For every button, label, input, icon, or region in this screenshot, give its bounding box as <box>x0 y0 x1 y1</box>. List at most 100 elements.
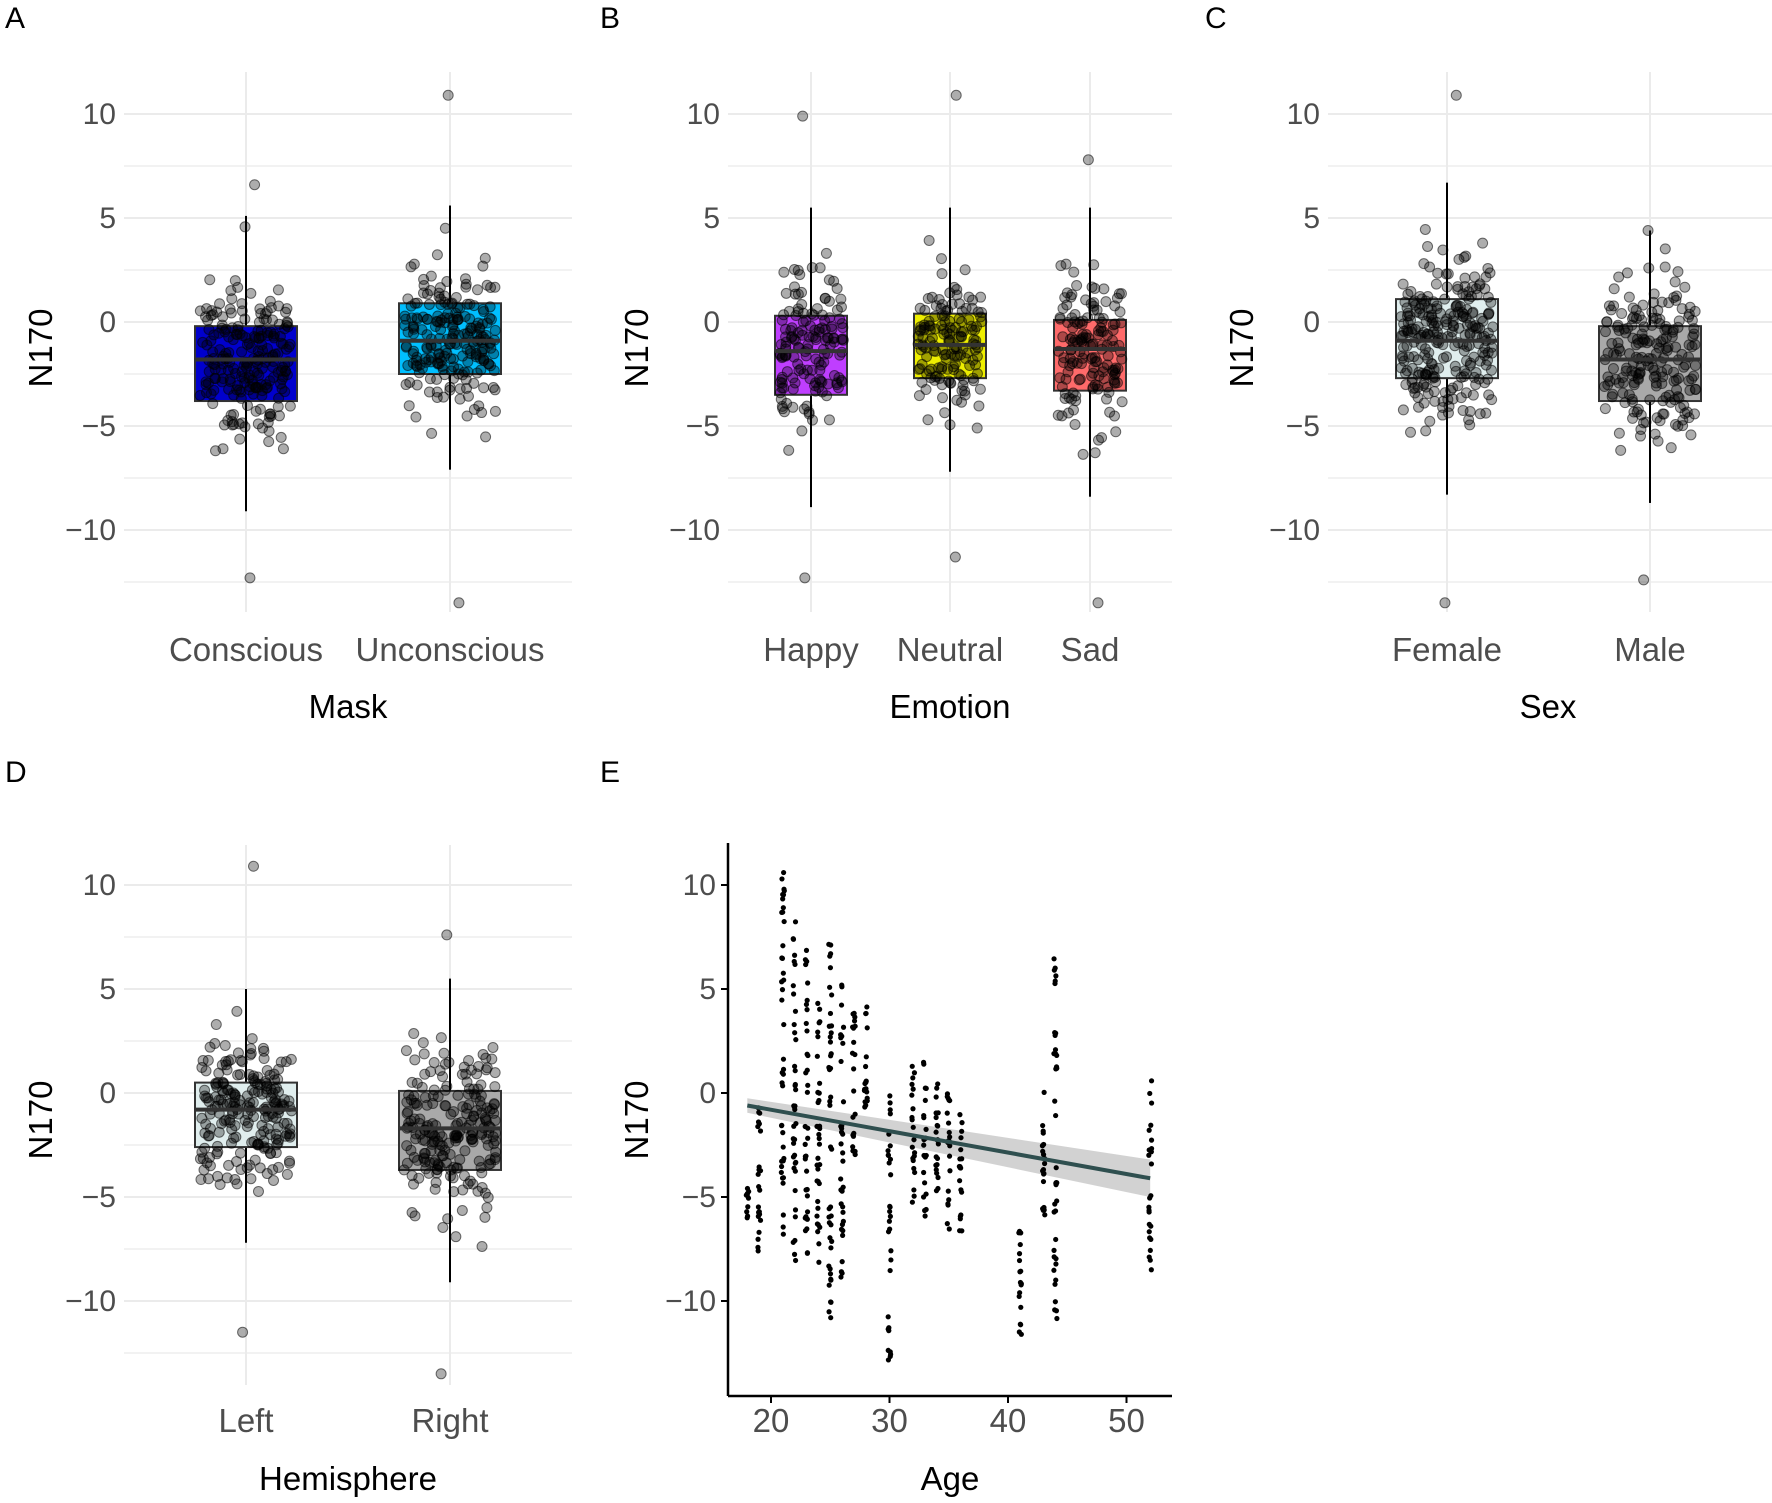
gridlines-c <box>1328 72 1772 612</box>
data-point <box>1683 339 1695 351</box>
scatter-point <box>887 1107 893 1113</box>
data-point <box>463 1055 475 1067</box>
data-point <box>1441 281 1453 293</box>
data-point <box>1102 350 1114 362</box>
data-point <box>478 306 490 318</box>
data-point <box>244 1159 256 1171</box>
data-point <box>442 1213 454 1225</box>
data-point <box>486 1053 498 1065</box>
scatter-point <box>887 1203 893 1209</box>
scatter-point <box>1148 1267 1154 1273</box>
data-point <box>1059 388 1071 400</box>
data-point <box>480 1114 492 1126</box>
scatter-point <box>1146 1127 1152 1133</box>
data-point <box>199 1090 211 1102</box>
data-point <box>239 221 251 233</box>
data-point <box>1672 321 1684 333</box>
scatter-point <box>827 965 834 971</box>
data-point <box>224 303 236 315</box>
scatter-point <box>791 1104 798 1110</box>
data-point <box>421 1099 433 1111</box>
scatter-point <box>745 1204 751 1210</box>
data-point <box>243 384 255 396</box>
x-axis-title-a: Mask <box>309 688 388 725</box>
scatter-point <box>888 1172 894 1178</box>
data-point <box>409 297 421 309</box>
scatter-point <box>816 1241 822 1247</box>
scatter-point <box>780 1212 786 1218</box>
scatter-point <box>933 1110 939 1116</box>
data-point <box>1477 347 1489 359</box>
scatter-point <box>1053 1261 1059 1267</box>
data-point <box>1618 323 1630 335</box>
data-point <box>272 1161 284 1173</box>
scatter-point <box>1147 1247 1153 1254</box>
x-tick-labels-e: 20 30 40 50 <box>753 1402 1145 1439</box>
scatter-point <box>1146 1152 1152 1158</box>
scatter-point <box>850 1114 856 1120</box>
data-point <box>466 1133 478 1145</box>
data-point-max <box>1082 154 1094 166</box>
data-point <box>466 1114 478 1126</box>
data-point <box>252 1185 264 1197</box>
data-point <box>1630 339 1642 351</box>
scatter-point <box>815 1034 821 1040</box>
scatter-point <box>851 1088 857 1094</box>
y-tick-label: 5 <box>703 202 720 235</box>
data-point <box>447 1172 459 1184</box>
data-point <box>1659 324 1671 336</box>
scatter-point <box>1052 1299 1058 1305</box>
data-point <box>254 403 266 415</box>
y-tick-label: −10 <box>65 1285 116 1318</box>
data-point <box>275 1056 287 1068</box>
scatter-point <box>791 1165 797 1171</box>
scatter-point <box>778 1123 785 1129</box>
y-tick-label: −10 <box>665 1285 716 1318</box>
scatter-point <box>959 1128 965 1134</box>
scatter-point <box>923 1126 929 1132</box>
data-point <box>273 392 285 404</box>
scatter-point <box>780 1056 787 1062</box>
scatter-point <box>826 1206 832 1212</box>
y-axis-title-d: N170 <box>22 1081 59 1160</box>
scatter-point <box>828 1053 834 1059</box>
scatter-point <box>840 1040 846 1046</box>
data-point <box>488 365 500 377</box>
scatter-point <box>817 1080 823 1086</box>
data-point <box>1458 308 1470 320</box>
scatter-point <box>793 1087 799 1093</box>
scatter-point <box>755 1236 761 1242</box>
data-point <box>1080 294 1092 306</box>
data-point <box>1116 396 1128 408</box>
data-point <box>1075 334 1087 346</box>
data-point <box>414 1113 426 1125</box>
data-point <box>1644 394 1656 406</box>
data-point <box>1408 351 1420 363</box>
data-point <box>1406 373 1418 385</box>
scatter-point <box>946 1129 952 1136</box>
data-point <box>816 322 828 334</box>
scatter-point <box>909 1063 915 1069</box>
scatter-point <box>792 1237 798 1244</box>
boxes-d <box>194 860 502 1380</box>
data-point-max <box>442 89 454 101</box>
data-point <box>1422 388 1434 400</box>
data-point <box>255 1129 267 1141</box>
x-axis-title-e: Age <box>921 1460 980 1497</box>
x-axis-title-b: Emotion <box>889 688 1010 725</box>
data-point <box>1069 418 1081 430</box>
data-point <box>789 377 801 389</box>
x-tick-happy: Happy <box>763 631 859 668</box>
scatter-point <box>934 1155 941 1162</box>
scatter-point <box>1053 1277 1059 1283</box>
scatter-point <box>781 886 787 892</box>
scatter-point <box>839 984 845 990</box>
scatter-point <box>780 1231 786 1237</box>
data-point <box>272 401 284 413</box>
data-point <box>204 1152 216 1164</box>
data-point <box>1406 362 1418 374</box>
data-point <box>481 279 493 291</box>
y-tick-labels-d: −10 −5 0 5 10 <box>65 869 116 1318</box>
data-point <box>401 1140 413 1152</box>
y-axis-title-a: N170 <box>22 309 59 388</box>
